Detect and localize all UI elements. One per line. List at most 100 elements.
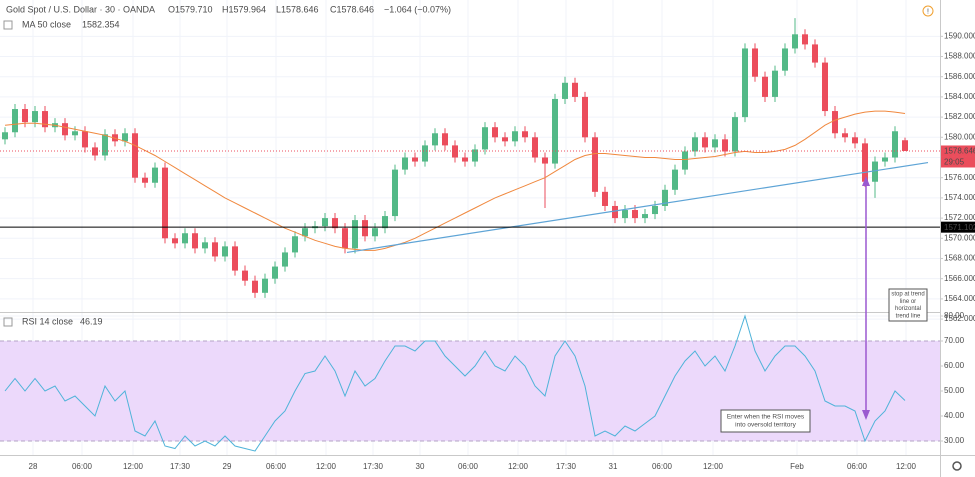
ohlc-open: O1579.710 — [168, 4, 213, 14]
y-tick-label: 80.00 — [944, 311, 965, 320]
candle-body — [32, 111, 38, 123]
ohlc-low: L1578.646 — [276, 4, 319, 14]
candle-body — [542, 157, 548, 164]
candle-body — [852, 137, 858, 144]
x-tick-label: 12:00 — [508, 462, 529, 471]
y-tick-label: 1562.000 — [944, 314, 975, 323]
note-text: into oversold territory — [735, 422, 796, 429]
last-price-label: 1578.646 — [944, 147, 975, 156]
candle-body — [72, 131, 78, 136]
alert-icon[interactable] — [922, 5, 934, 17]
rsi-legend: RSI 14 close — [22, 316, 73, 326]
candle-body — [332, 218, 338, 229]
y-tick-label: 1568.000 — [944, 254, 975, 263]
candle-body — [262, 278, 268, 293]
candle-body — [132, 133, 138, 178]
y-tick-label: 1570.000 — [944, 233, 975, 242]
alert-icon-mark: ! — [927, 8, 929, 15]
x-tick-label: 29 — [223, 462, 232, 471]
x-tick-label: 12:00 — [896, 462, 917, 471]
y-tick-label: 1564.000 — [944, 294, 975, 303]
candle-body — [62, 123, 68, 136]
candle-body — [682, 151, 688, 170]
candle-body — [292, 236, 298, 253]
candle-body — [552, 98, 558, 164]
note-text: horizontal — [895, 306, 921, 312]
candle-body — [832, 111, 838, 134]
rsi-line — [4, 314, 906, 452]
candle-body — [212, 242, 218, 257]
candle-body — [492, 127, 498, 138]
candle-body — [412, 157, 418, 162]
candle-body — [352, 220, 358, 249]
candle-body — [282, 252, 288, 267]
candle-body — [162, 167, 168, 239]
candle-body — [892, 131, 898, 158]
candle-body — [862, 143, 868, 182]
x-tick-label: 28 — [29, 462, 38, 471]
x-tick-label: 17:30 — [170, 462, 191, 471]
candle-body — [842, 133, 848, 138]
y-tick-label: 60.00 — [944, 361, 965, 370]
settings-icon[interactable] — [952, 461, 962, 471]
candle-body — [882, 157, 888, 162]
candle-body — [142, 177, 148, 183]
trend-line — [346, 161, 929, 254]
symbol-title: Gold Spot / U.S. Dollar · 30 · OANDA — [6, 4, 155, 14]
candle-body — [382, 216, 388, 229]
candle-body — [202, 242, 208, 249]
candle-body — [172, 238, 178, 244]
collapse-icon[interactable] — [3, 20, 13, 30]
x-tick-label: 12:00 — [703, 462, 724, 471]
candle-body — [12, 109, 18, 133]
candle-body — [582, 96, 588, 138]
candle-body — [122, 133, 128, 142]
note-text: trend line — [896, 313, 921, 319]
x-tick-label: 06:00 — [72, 462, 93, 471]
candle-body — [612, 205, 618, 219]
candle-body — [762, 76, 768, 97]
ma-line — [4, 110, 906, 251]
note-text: Enter when the RSI moves — [727, 414, 805, 421]
candle-body — [592, 137, 598, 192]
hline-label: 1571.102 — [944, 223, 975, 232]
candle-body — [562, 82, 568, 99]
candle-body — [362, 220, 368, 237]
x-tick-label: 06:00 — [847, 462, 868, 471]
candle-body — [232, 246, 238, 271]
candle-body — [622, 210, 628, 219]
x-tick-label: 31 — [609, 462, 618, 471]
candle-body — [242, 270, 248, 281]
candle-body — [652, 205, 658, 215]
y-tick-label: 1574.000 — [944, 193, 975, 202]
candle-body — [602, 191, 608, 206]
y-tick-label: 30.00 — [944, 436, 965, 445]
candle-body — [322, 218, 328, 227]
candle-body — [432, 133, 438, 146]
candle-body — [712, 139, 718, 148]
countdown-label-bg — [941, 156, 975, 168]
x-tick-label: 30 — [416, 462, 425, 471]
candle-body — [902, 140, 908, 151]
candle-body — [482, 127, 488, 150]
candle-body — [782, 48, 788, 71]
x-tick-label: 12:00 — [316, 462, 337, 471]
candle-body — [272, 266, 278, 279]
last-price-label-bg — [941, 145, 975, 157]
collapse-icon[interactable] — [3, 317, 13, 327]
candle-body — [392, 169, 398, 217]
candle-body — [732, 117, 738, 152]
candle-body — [672, 169, 678, 190]
candle-body — [822, 62, 828, 112]
x-tick-label: 17:30 — [556, 462, 577, 471]
candle-body — [812, 44, 818, 63]
candle-body — [572, 82, 578, 97]
marks — [0, 18, 940, 452]
y-tick-label: 1586.000 — [944, 72, 975, 81]
axis: 1562.000 1564.000 1566.000 1568.000 1570.000… — [29, 31, 975, 471]
x-tick-label: 17:30 — [363, 462, 384, 471]
y-tick-label: 40.00 — [944, 411, 965, 420]
header: Gold Spot / U.S. Dollar · 30 · OANDA O15… — [3, 4, 451, 327]
candle-body — [452, 145, 458, 158]
